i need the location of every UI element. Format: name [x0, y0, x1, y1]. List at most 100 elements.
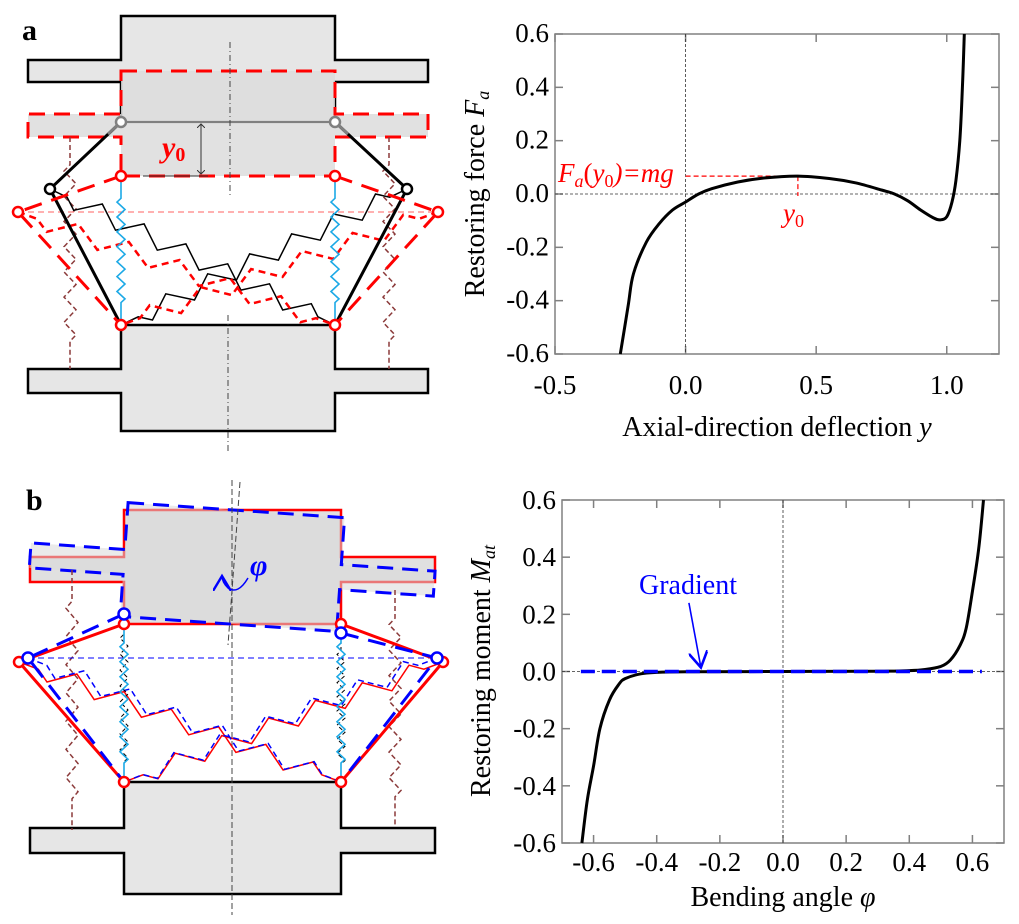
bottom-block-a [26, 323, 430, 433]
vertical-spring [115, 176, 127, 325]
y-tick-label: 0.0 [515, 178, 549, 208]
x-axis-label: Bending angle φ [690, 882, 875, 913]
ticks: -0.6 -0.4 -0.2 0.0 0.2 0.4 0.6 -0.6 -0.4 -0.2 0.0 0… [513, 485, 1004, 877]
top-block-rotated-b [27, 500, 437, 634]
diagonal-spring-rotated [27, 657, 342, 783]
y-tick-label: 0.0 [522, 657, 556, 687]
outer-spring [65, 570, 79, 830]
diagonal-springs-a [17, 188, 439, 327]
y-tick-label: 0.6 [515, 18, 549, 48]
hinge-icon [328, 318, 342, 332]
diagonal-spring-initial [120, 188, 408, 326]
y-tick-label: 0.4 [515, 71, 549, 101]
diagonal-spring-rotated [123, 657, 438, 783]
x-tick-label: 0.2 [829, 847, 863, 877]
diagram-b: b φ [12, 480, 450, 915]
y-tick-label: -0.6 [506, 338, 549, 368]
x-tick-label: -0.4 [635, 847, 678, 877]
diagonal-spring-equilibrium [18, 661, 342, 783]
hinge-icon [431, 205, 445, 219]
y-tick-label: 0.2 [522, 599, 556, 629]
diagonal-spring-equilibrium [123, 661, 444, 783]
hinge-icon [11, 205, 25, 219]
phi-label: φ [250, 549, 268, 582]
gradient-arrow-icon [688, 602, 701, 668]
hinge-icon [43, 182, 57, 196]
panel-label-b: b [26, 484, 43, 517]
y-tick-label: -0.2 [506, 231, 549, 261]
top-block-equilibrium-a [26, 69, 430, 178]
y-axis-label: Restoring moment Mat [466, 544, 499, 797]
hinge-icon [114, 115, 128, 129]
y-tick-label: -0.4 [513, 771, 556, 801]
series [580, 499, 985, 844]
vertical-spring [118, 624, 130, 782]
ticks: -0.5 0.0 0.5 1.0 -0.6 -0.4 -0.2 0.0 0.2 0.4 0.6 [506, 18, 999, 400]
chart-a: -0.5 0.0 0.5 1.0 -0.6 -0.4 -0.2 0.0 0.2 0.4 0.6 Fa… [460, 18, 1000, 443]
panel-label-a: a [22, 14, 37, 47]
diagonal-spring-initial [49, 188, 336, 326]
hinge-icon [117, 775, 131, 789]
vertical-spring-rotated [119, 614, 129, 782]
x-tick-label: 0.6 [956, 847, 990, 877]
link-right-equilibrium-a [333, 174, 441, 327]
vertical-spring [329, 176, 341, 325]
x-tick-label: 0.5 [799, 370, 833, 400]
link-left-initial-a [48, 120, 123, 326]
annotation-lines [688, 602, 701, 668]
y-tick-label: -0.6 [513, 828, 556, 858]
y-tick-label: 0.4 [522, 542, 556, 572]
x-tick-label: 0.0 [669, 370, 703, 400]
gradient-label: Gradient [639, 570, 737, 601]
y-tick-label: -0.4 [506, 285, 549, 315]
hinge-icon [328, 169, 342, 183]
vertical-spring [335, 624, 347, 782]
vertical-springs-a [115, 176, 341, 325]
link-left-rotated-b [25, 612, 126, 783]
x-tick-label: 0.4 [892, 847, 926, 877]
outer-spring [387, 590, 403, 825]
link-right-initial-a [333, 120, 409, 326]
x-tick-label: 1.0 [930, 370, 964, 400]
rotated-axis-b [227, 481, 241, 646]
hinge-icon [334, 775, 348, 789]
bottom-block-b [28, 780, 437, 896]
outer-springs-b [65, 570, 403, 830]
diagonal-spring-equilibrium [17, 210, 336, 327]
diagram-a: a y0 [11, 14, 445, 452]
y-tick-label: 0.2 [515, 125, 549, 155]
rotation-arrow-icon [222, 576, 249, 590]
outer-springs-a [62, 137, 397, 369]
vertical-springs-b [118, 614, 347, 782]
hinge-icon [400, 182, 414, 196]
link-left-equilibrium-b [16, 622, 126, 783]
x-tick-label: -0.2 [698, 847, 741, 877]
series-line-0 [618, 33, 966, 355]
hinge-icon [334, 626, 348, 640]
y-tick-label: 0.6 [522, 485, 556, 515]
annotation-y0-label: y0 [780, 198, 804, 231]
hinges-a [11, 115, 445, 332]
reference-lines [555, 34, 999, 354]
y-axis-label: Restoring force Fa [460, 91, 493, 298]
outer-spring [62, 137, 78, 369]
chart-b: -0.6 -0.4 -0.2 0.0 0.2 0.4 0.6 -0.6 -0.4 -0.2 0.0 0… [466, 485, 1005, 913]
hinge-icon [328, 115, 342, 129]
hinge-icon [114, 169, 128, 183]
diagonal-spring-equilibrium [120, 210, 439, 327]
annotation-lines [685, 175, 799, 196]
hinge-icon [117, 607, 131, 621]
hinge-icon [114, 318, 128, 332]
outer-spring [381, 137, 397, 369]
x-tick-label: 0.0 [766, 847, 800, 877]
diagonal-springs-b [18, 657, 444, 783]
hinges-b [12, 607, 450, 789]
y-tick-label: -0.2 [513, 714, 556, 744]
y0-label: y0 [159, 131, 185, 166]
hinge-icon [21, 651, 35, 665]
annotation-label: Fa(y0)=mg [557, 158, 674, 191]
hinge-icon [430, 651, 444, 665]
x-tick-label: -0.5 [534, 370, 577, 400]
x-axis-label: Axial-direction deflection y [622, 412, 932, 443]
